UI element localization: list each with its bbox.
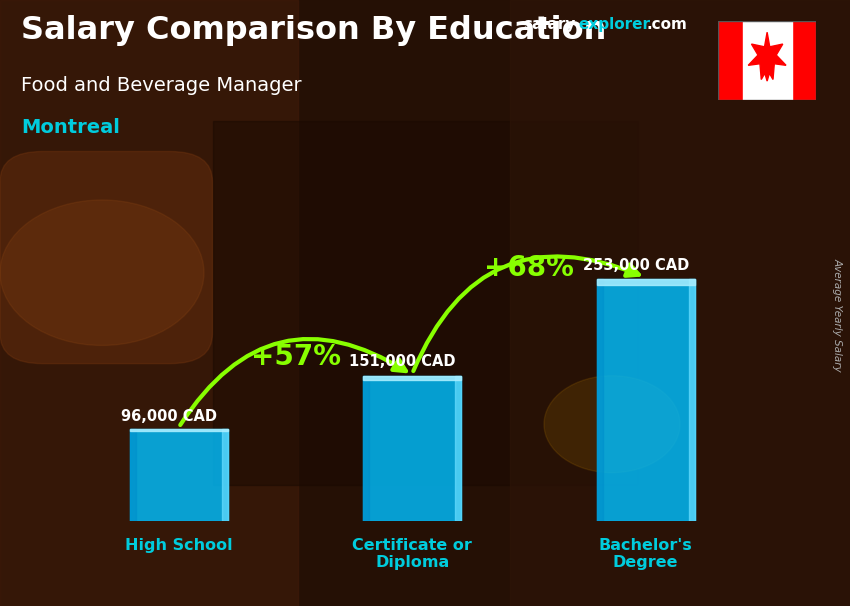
Bar — [597, 279, 694, 285]
Text: Montreal: Montreal — [21, 118, 120, 137]
Text: .com: .com — [646, 17, 687, 32]
Bar — [212, 121, 638, 485]
Bar — [130, 429, 228, 431]
Text: 151,000 CAD: 151,000 CAD — [349, 353, 456, 368]
Bar — [363, 376, 369, 521]
Text: explorer: explorer — [578, 17, 650, 32]
Bar — [0, 0, 298, 606]
Bar — [363, 376, 462, 521]
Bar — [130, 429, 228, 521]
Bar — [130, 429, 136, 521]
Circle shape — [544, 376, 680, 473]
Text: Average Yearly Salary: Average Yearly Salary — [832, 258, 842, 372]
Text: Food and Beverage Manager: Food and Beverage Manager — [21, 76, 302, 95]
Bar — [456, 376, 462, 521]
Bar — [222, 429, 228, 521]
Bar — [363, 376, 462, 380]
Text: +57%: +57% — [251, 343, 341, 371]
Bar — [791, 21, 816, 100]
Bar — [718, 21, 743, 100]
Text: salary: salary — [523, 17, 575, 32]
Polygon shape — [748, 32, 786, 81]
Bar — [510, 0, 850, 606]
Text: 253,000 CAD: 253,000 CAD — [583, 258, 689, 273]
Circle shape — [0, 200, 204, 345]
Bar — [688, 279, 694, 521]
Text: Salary Comparison By Education: Salary Comparison By Education — [21, 15, 607, 46]
Bar — [597, 279, 603, 521]
Bar — [743, 21, 791, 100]
Text: +68%: +68% — [484, 254, 574, 282]
Bar — [597, 279, 694, 521]
Text: 96,000 CAD: 96,000 CAD — [121, 409, 217, 424]
FancyBboxPatch shape — [0, 152, 212, 364]
